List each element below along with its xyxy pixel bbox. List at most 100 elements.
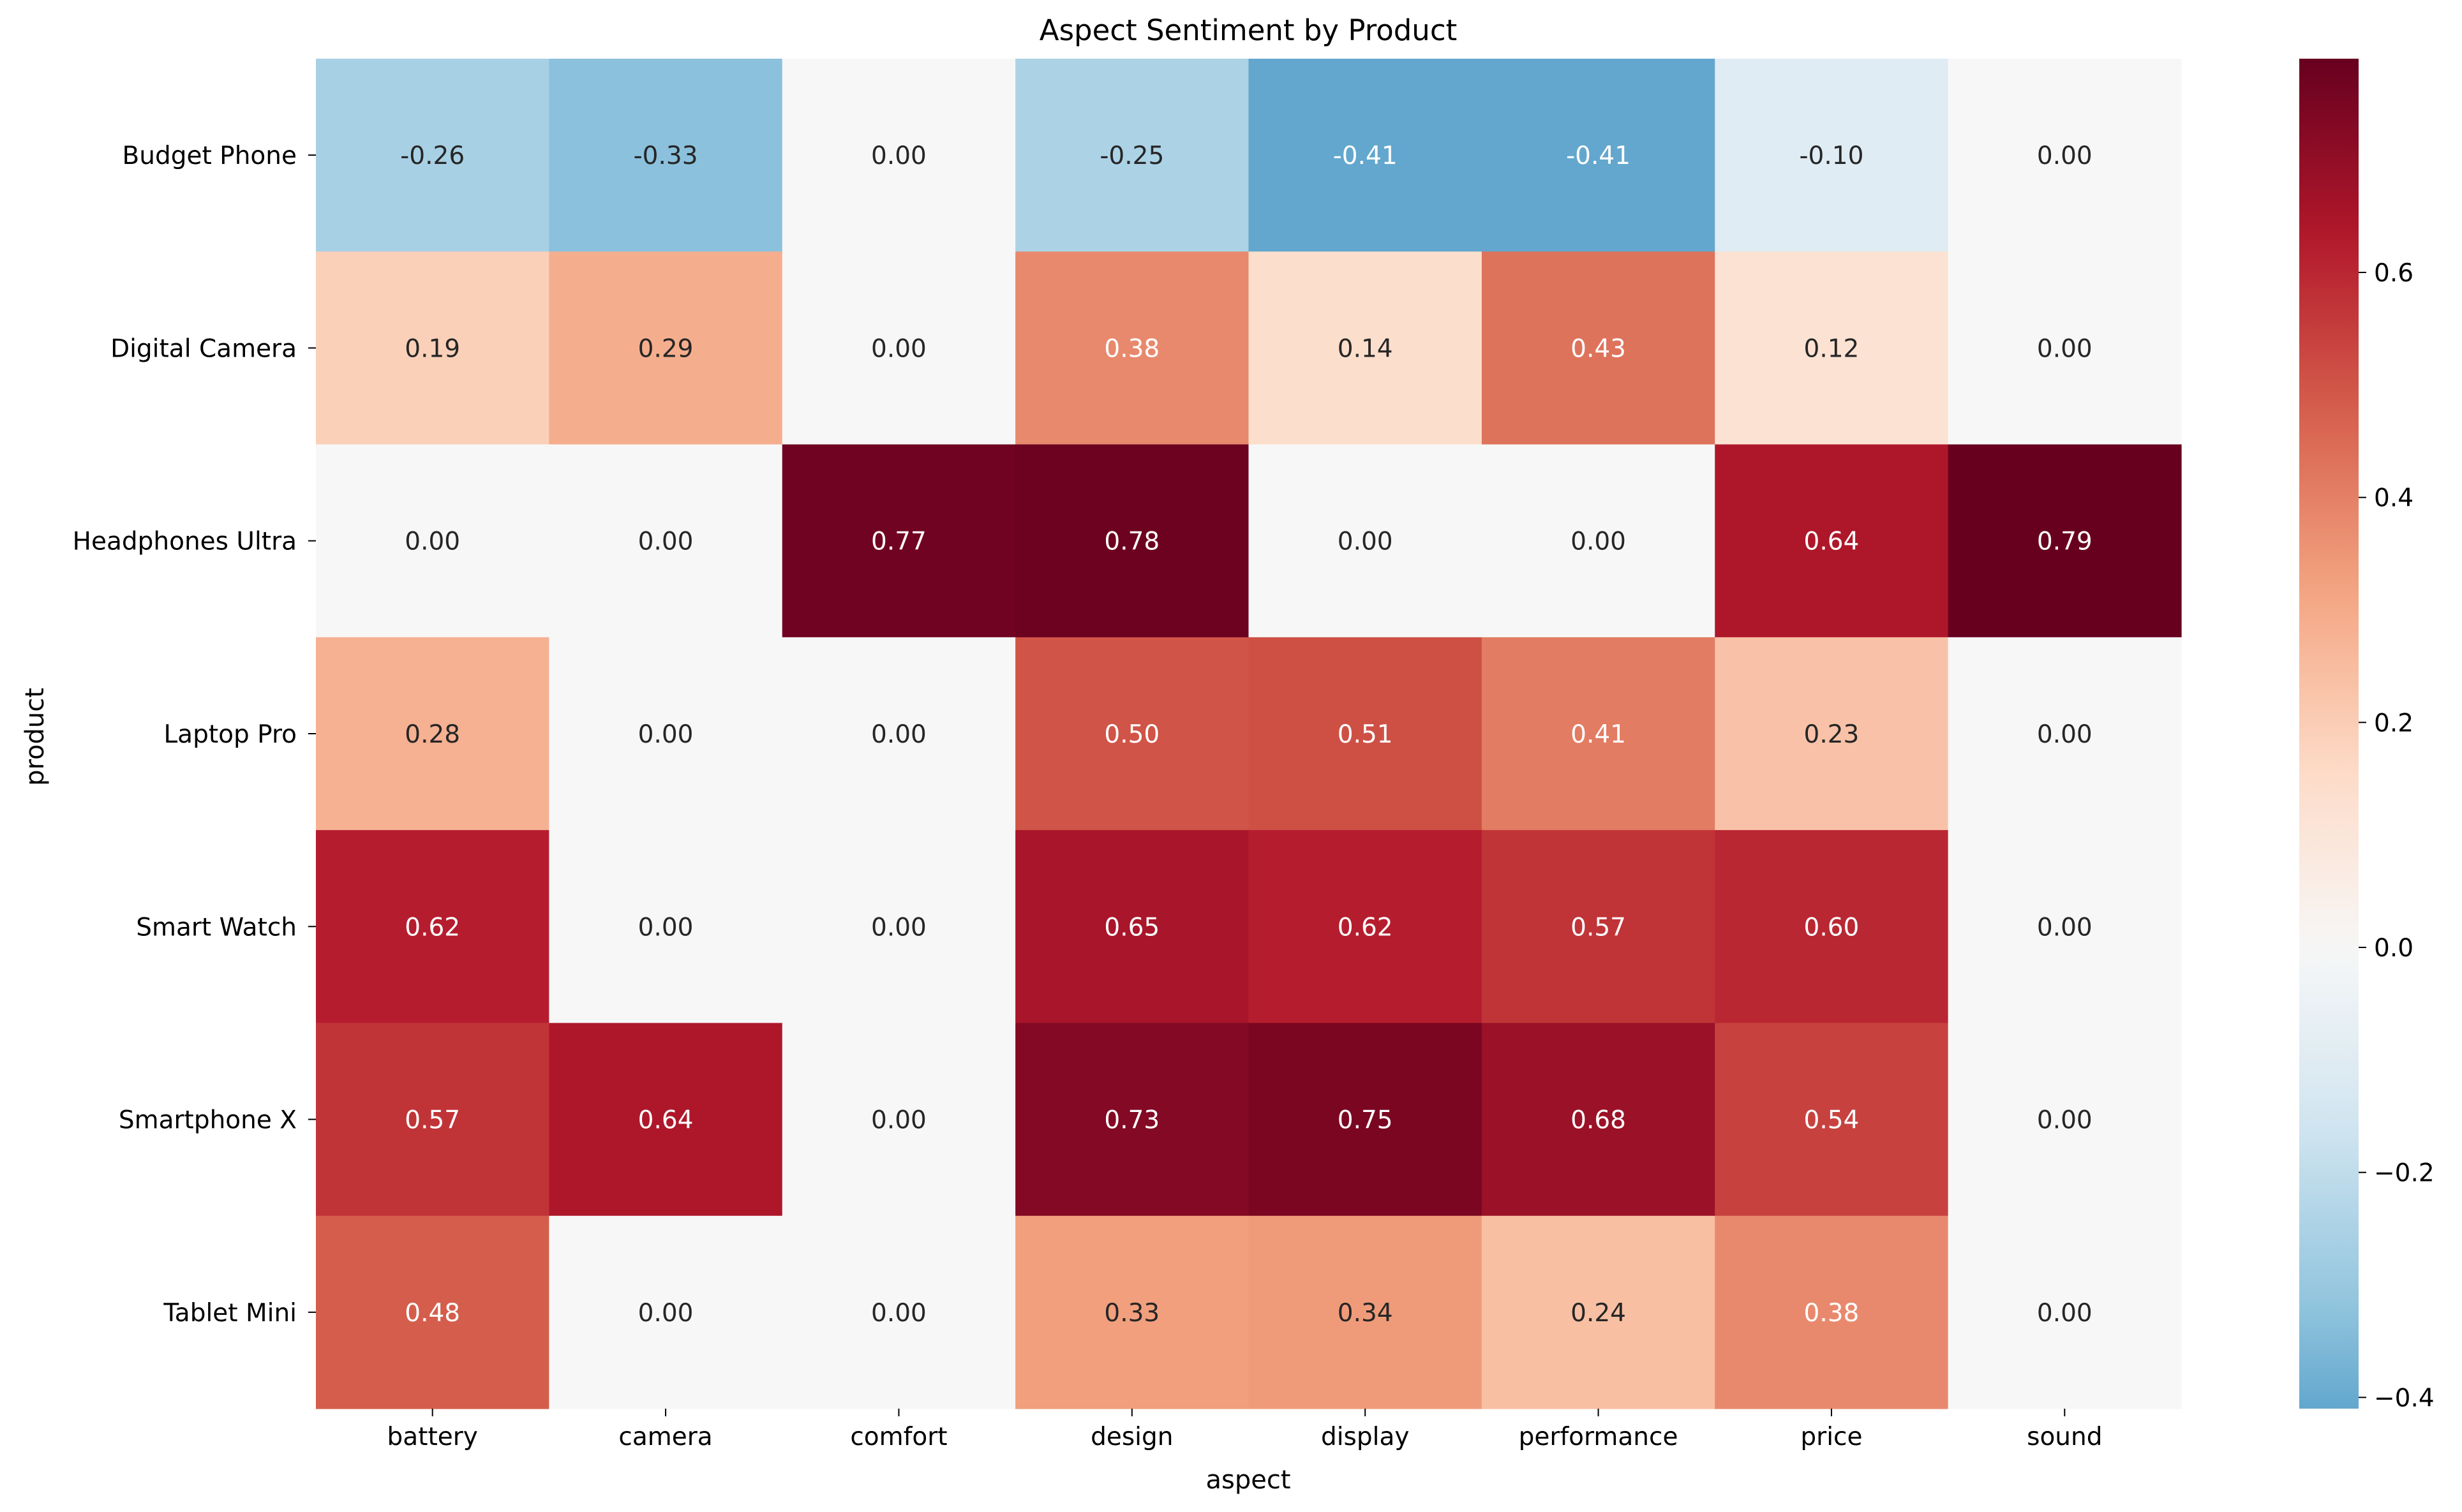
heatmap-cell-value: 0.43: [1570, 334, 1626, 363]
heatmap-cell-value: 0.33: [1104, 1299, 1160, 1328]
heatmap-cell-value: -0.33: [634, 142, 698, 170]
heatmap-cell-value: 0.00: [1338, 528, 1393, 556]
x-tick-label: sound: [2027, 1423, 2102, 1451]
heatmap-cell-value: -0.41: [1333, 142, 1398, 170]
heatmap-cell: [1015, 830, 1250, 1024]
heatmap-cell: [1481, 59, 1715, 252]
heatmap-cell-value: 0.75: [1338, 1106, 1393, 1135]
heatmap-cell-value: 0.38: [1104, 334, 1160, 363]
heatmap-cell-value: 0.00: [638, 1299, 694, 1328]
heatmap-cell: [782, 1023, 1016, 1217]
heatmap-cell: [1948, 1215, 2182, 1409]
heatmap-cell: [316, 1215, 549, 1409]
y-tick-label: Smart Watch: [136, 913, 297, 942]
heatmap-cell: [1248, 830, 1482, 1024]
heatmap-cell-value: 0.28: [405, 720, 460, 749]
heatmap-cell-value: 0.78: [1104, 528, 1160, 556]
heatmap-cell: [549, 830, 783, 1024]
heatmap-cell: [1248, 251, 1482, 445]
heatmap-cell-value: 0.00: [871, 913, 927, 942]
heatmap-cell-value: 0.64: [638, 1106, 694, 1135]
heatmap-cell-value: 0.00: [638, 913, 694, 942]
heatmap-cell-value: -0.41: [1566, 142, 1630, 170]
heatmap-cell-value: 0.00: [871, 142, 927, 170]
heatmap-cell: [1015, 251, 1250, 445]
heatmap-cell-value: 0.57: [1570, 913, 1626, 942]
x-axis-label: aspect: [1205, 1465, 1290, 1495]
colorbar-tick-label: 0.4: [2374, 484, 2414, 513]
heatmap-cell: [1248, 1023, 1482, 1217]
heatmap-cell-value: 0.29: [638, 334, 694, 363]
heatmap-cell-value: 0.34: [1338, 1299, 1393, 1328]
x-tick-label: price: [1800, 1423, 1862, 1451]
heatmap-cell-value: 0.48: [405, 1299, 460, 1328]
heatmap-cell: [316, 830, 549, 1024]
heatmap-cell: [549, 251, 783, 445]
heatmap-cell-value: 0.57: [405, 1106, 460, 1135]
y-tick-label: Digital Camera: [110, 334, 297, 363]
heatmap-cell-value: 0.62: [1338, 913, 1393, 942]
heatmap-cell-value: 0.00: [2037, 142, 2093, 170]
heatmap-cell: [782, 59, 1016, 252]
heatmap-cell: [1948, 637, 2182, 831]
heatmap-cell-value: 0.60: [1804, 913, 1860, 942]
heatmap-cell-value: 0.00: [638, 528, 694, 556]
heatmap-cell: [782, 1215, 1016, 1409]
heatmap-cell-value: 0.00: [871, 1106, 927, 1135]
heatmap-cell-value: 0.00: [2037, 334, 2093, 363]
x-tick-label: display: [1321, 1423, 1409, 1451]
heatmap-cell-value: 0.00: [638, 720, 694, 749]
colorbar-tick-label: −0.4: [2374, 1384, 2435, 1412]
heatmap-cell: [316, 637, 549, 831]
heatmap-cell: [1715, 830, 1949, 1024]
heatmap-cell: [1715, 251, 1949, 445]
heatmap-cell: [1948, 1023, 2182, 1217]
heatmap-cell-value: 0.00: [2037, 1106, 2093, 1135]
heatmap-cell-value: 0.77: [871, 528, 927, 556]
y-tick-label: Laptop Pro: [163, 720, 297, 749]
colorbar-tick-label: −0.2: [2374, 1159, 2435, 1188]
heatmap-cell-value: 0.50: [1104, 720, 1160, 749]
heatmap-cell: [549, 1215, 783, 1409]
heatmap-cell: [1715, 444, 1949, 638]
colorbar-tick-label: 0.0: [2374, 934, 2414, 963]
heatmap-cell: [1015, 637, 1250, 831]
heatmap-cell-value: 0.41: [1570, 720, 1626, 749]
heatmap-cell-value: 0.51: [1338, 720, 1393, 749]
y-tick-label: Budget Phone: [123, 142, 297, 170]
heatmap-cell: [1015, 59, 1250, 252]
x-tick-label: comfort: [850, 1423, 947, 1451]
heatmap-cell: [549, 59, 783, 252]
heatmap-cell: [1248, 59, 1482, 252]
heatmap-cell-value: -0.25: [1100, 142, 1164, 170]
heatmap-cell: [1015, 444, 1250, 638]
heatmap-cell: [1248, 444, 1482, 638]
x-tick-label: battery: [387, 1423, 478, 1451]
heatmap-cell: [549, 637, 783, 831]
heatmap-cell-value: 0.12: [1804, 334, 1860, 363]
heatmap-cell-value: 0.38: [1804, 1299, 1860, 1328]
heatmap-cell-value: 0.00: [405, 528, 460, 556]
heatmap-cell: [782, 444, 1016, 638]
heatmap-cell-value: 0.00: [2037, 720, 2093, 749]
heatmap-cell-value: 0.65: [1104, 913, 1160, 942]
heatmap-cell: [316, 1023, 549, 1217]
heatmap-cell-value: 0.24: [1570, 1299, 1626, 1328]
heatmap-cell: [782, 637, 1016, 831]
heatmap-cell-value: 0.00: [1570, 528, 1626, 556]
chart-title: Aspect Sentiment by Product: [1040, 13, 1457, 47]
heatmap-cell: [1948, 251, 2182, 445]
heatmap-cell: [549, 444, 783, 638]
heatmap-cell: [1715, 1023, 1949, 1217]
y-axis-label: product: [20, 688, 50, 786]
heatmap-cell-value: 0.00: [871, 1299, 927, 1328]
heatmap-cell-value: -0.26: [400, 142, 465, 170]
heatmap-cell: [782, 251, 1016, 445]
heatmap-cell: [1481, 830, 1715, 1024]
x-tick-label: performance: [1519, 1423, 1678, 1451]
heatmap-cell-value: 0.73: [1104, 1106, 1160, 1135]
heatmap-cell: [1948, 830, 2182, 1024]
y-tick-label: Headphones Ultra: [73, 528, 297, 556]
heatmap-cell: [1481, 637, 1715, 831]
